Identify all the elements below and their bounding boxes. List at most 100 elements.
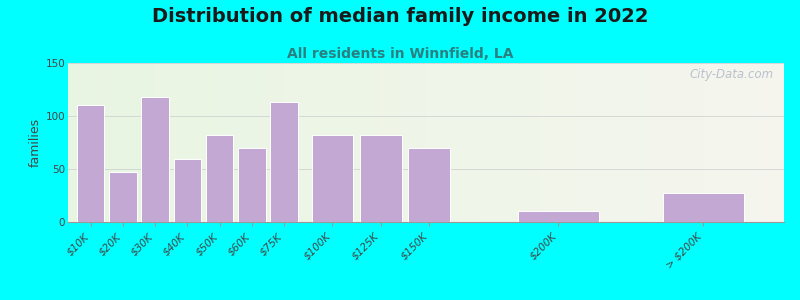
Bar bbox=[655, 63, 662, 222]
Bar bbox=[133, 63, 139, 222]
Bar bbox=[590, 63, 598, 222]
Bar bbox=[713, 63, 719, 222]
Bar bbox=[204, 63, 211, 222]
Bar bbox=[347, 63, 354, 222]
Bar bbox=[612, 63, 619, 222]
Bar bbox=[354, 63, 362, 222]
Bar bbox=[748, 63, 755, 222]
Bar bbox=[211, 63, 218, 222]
Bar bbox=[648, 63, 655, 222]
Bar bbox=[383, 63, 390, 222]
Bar bbox=[541, 63, 548, 222]
Bar bbox=[297, 63, 304, 222]
Bar bbox=[104, 63, 111, 222]
Bar bbox=[190, 63, 197, 222]
Bar bbox=[311, 135, 354, 222]
Bar bbox=[247, 63, 254, 222]
Text: All residents in Winnfield, LA: All residents in Winnfield, LA bbox=[286, 46, 514, 61]
Bar bbox=[140, 63, 146, 222]
Bar bbox=[77, 105, 104, 222]
Bar bbox=[706, 63, 713, 222]
Bar bbox=[109, 172, 137, 222]
Bar bbox=[218, 63, 226, 222]
Bar bbox=[719, 63, 726, 222]
Bar bbox=[762, 63, 770, 222]
Bar bbox=[154, 63, 161, 222]
Bar bbox=[726, 63, 734, 222]
Bar bbox=[562, 63, 569, 222]
Bar bbox=[408, 148, 450, 222]
Bar bbox=[398, 63, 405, 222]
Bar bbox=[684, 63, 691, 222]
Bar bbox=[276, 63, 283, 222]
Bar bbox=[734, 63, 741, 222]
Bar bbox=[476, 63, 483, 222]
Bar bbox=[270, 102, 298, 222]
Bar bbox=[97, 63, 104, 222]
Bar bbox=[512, 63, 519, 222]
Bar bbox=[233, 63, 240, 222]
Bar bbox=[390, 63, 398, 222]
Bar bbox=[168, 63, 175, 222]
Bar bbox=[576, 63, 583, 222]
Bar bbox=[283, 63, 290, 222]
Bar bbox=[505, 63, 512, 222]
Bar bbox=[440, 63, 447, 222]
Bar bbox=[254, 63, 262, 222]
Bar bbox=[770, 63, 777, 222]
Bar bbox=[454, 63, 462, 222]
Bar bbox=[68, 63, 75, 222]
Bar bbox=[318, 63, 326, 222]
Bar bbox=[483, 63, 490, 222]
Bar bbox=[182, 63, 190, 222]
Bar bbox=[126, 63, 133, 222]
Bar bbox=[290, 63, 297, 222]
Bar bbox=[146, 63, 154, 222]
Bar bbox=[304, 63, 311, 222]
Bar bbox=[75, 63, 82, 222]
Bar bbox=[142, 97, 169, 222]
Bar bbox=[238, 148, 266, 222]
Bar bbox=[360, 135, 402, 222]
Bar bbox=[662, 63, 670, 222]
Bar bbox=[311, 63, 318, 222]
Bar bbox=[333, 63, 340, 222]
Bar bbox=[469, 63, 476, 222]
Bar bbox=[111, 63, 118, 222]
Bar bbox=[698, 63, 706, 222]
Bar bbox=[240, 63, 247, 222]
Bar bbox=[90, 63, 97, 222]
Bar bbox=[691, 63, 698, 222]
Bar bbox=[369, 63, 376, 222]
Bar bbox=[677, 63, 684, 222]
Bar bbox=[570, 63, 576, 222]
Bar bbox=[555, 63, 562, 222]
Bar bbox=[362, 63, 369, 222]
Bar bbox=[670, 63, 677, 222]
Bar bbox=[426, 63, 433, 222]
Bar bbox=[175, 63, 182, 222]
Bar bbox=[641, 63, 648, 222]
Bar bbox=[269, 63, 276, 222]
Bar bbox=[462, 63, 469, 222]
Bar bbox=[326, 63, 333, 222]
Bar bbox=[447, 63, 454, 222]
Bar bbox=[605, 63, 612, 222]
Bar bbox=[519, 63, 526, 222]
Bar bbox=[548, 63, 555, 222]
Bar bbox=[619, 63, 626, 222]
Bar bbox=[412, 63, 419, 222]
Bar bbox=[634, 63, 641, 222]
Bar bbox=[206, 135, 234, 222]
Bar bbox=[518, 212, 598, 222]
Bar bbox=[405, 63, 412, 222]
Bar bbox=[626, 63, 634, 222]
Bar bbox=[498, 63, 505, 222]
Bar bbox=[755, 63, 762, 222]
Bar bbox=[534, 63, 541, 222]
Bar bbox=[419, 63, 426, 222]
Text: City-Data.com: City-Data.com bbox=[689, 68, 774, 81]
Bar bbox=[376, 63, 383, 222]
Bar bbox=[161, 63, 168, 222]
Bar bbox=[663, 194, 744, 222]
